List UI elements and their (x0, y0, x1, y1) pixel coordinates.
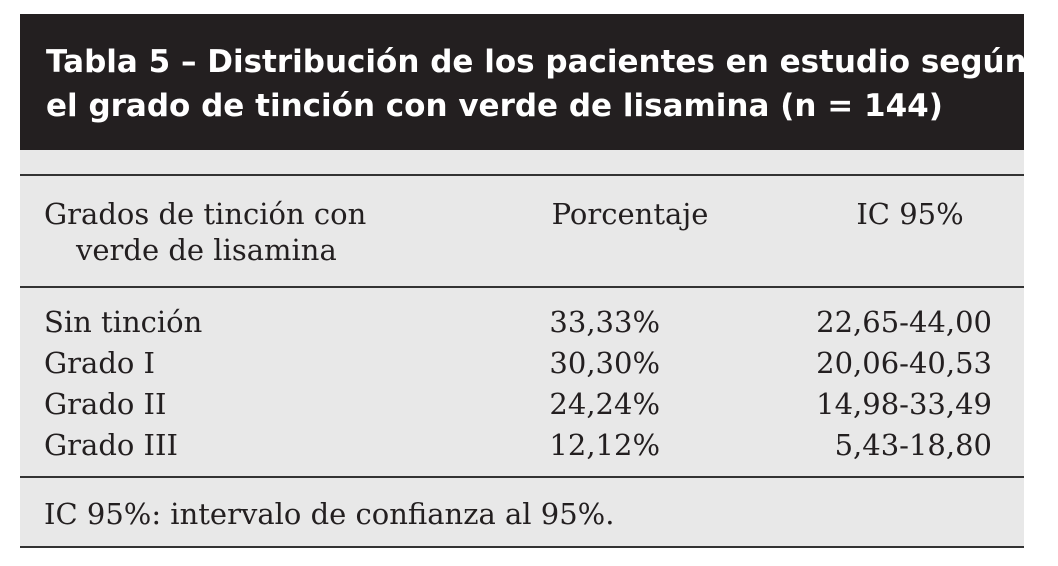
table-title-bar: Tabla 5 – Distribución de los pacientes … (20, 14, 1027, 150)
table-title-line-1: Tabla 5 – Distribución de los pacientes … (46, 44, 1027, 80)
row-2-percentage: 30,30% (549, 346, 660, 380)
row-2-grade: Grado I (44, 346, 156, 380)
header-grade: Grados de tinción con verde de lisamina (44, 196, 366, 268)
header-ci: IC 95% (856, 197, 964, 231)
header-bottom-rule (20, 286, 1024, 288)
header-grade-line-2: verde de lisamina (76, 233, 337, 267)
row-1-grade: Sin tinción (44, 305, 203, 339)
table-title-line-2: el grado de tinción con verde de lisamin… (46, 88, 943, 124)
row-1-percentage: 33,33% (549, 305, 660, 339)
row-4-percentage: 12,12% (549, 428, 660, 462)
header-top-rule (20, 174, 1024, 176)
row-3-ci: 14,98-33,49 (816, 387, 992, 421)
table-footnote: IC 95%: intervalo de confianza al 95%. (44, 497, 615, 531)
row-3-grade: Grado II (44, 387, 167, 421)
header-percentage: Porcentaje (551, 197, 709, 231)
row-4-grade: Grado III (44, 428, 178, 462)
row-1-ci: 22,65-44,00 (816, 305, 992, 339)
data-table: Tabla 5 – Distribución de los pacientes … (20, 14, 1027, 548)
table-bottom-rule (20, 546, 1024, 548)
row-3-percentage: 24,24% (549, 387, 660, 421)
row-4-ci: 5,43-18,80 (834, 428, 992, 462)
header-grade-line-1: Grados de tinción con (44, 197, 367, 231)
row-2-ci: 20,06-40,53 (816, 346, 992, 380)
footnote-top-rule (20, 476, 1024, 478)
